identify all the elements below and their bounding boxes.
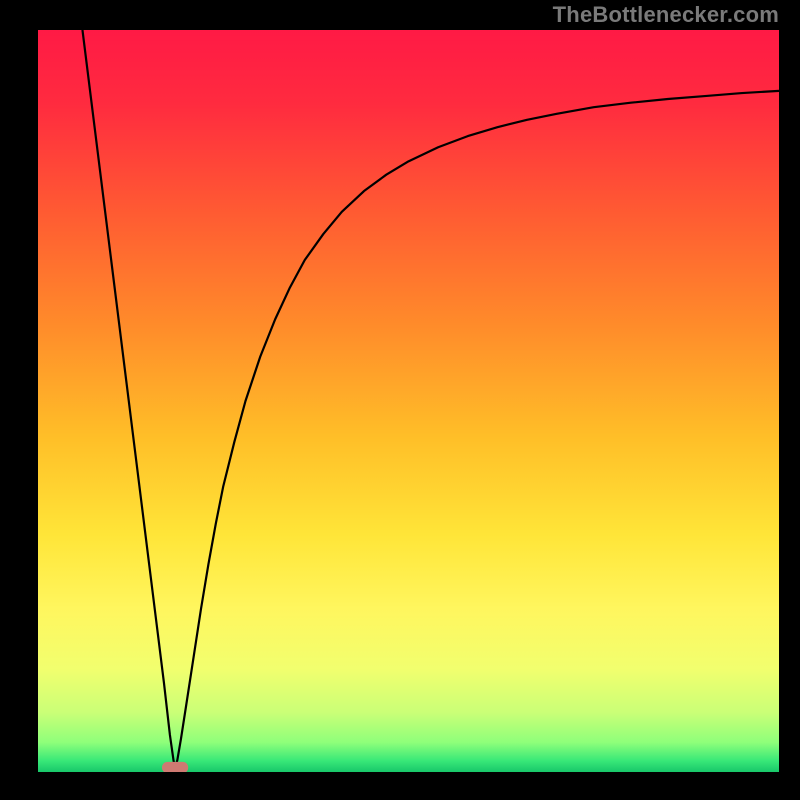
chart-frame: TheBottlenecker.com	[0, 0, 800, 800]
bottleneck-chart	[38, 30, 779, 772]
plot-area	[38, 30, 779, 772]
trough-marker	[162, 762, 187, 772]
watermark-text: TheBottlenecker.com	[553, 2, 779, 28]
gradient-background	[38, 30, 779, 772]
